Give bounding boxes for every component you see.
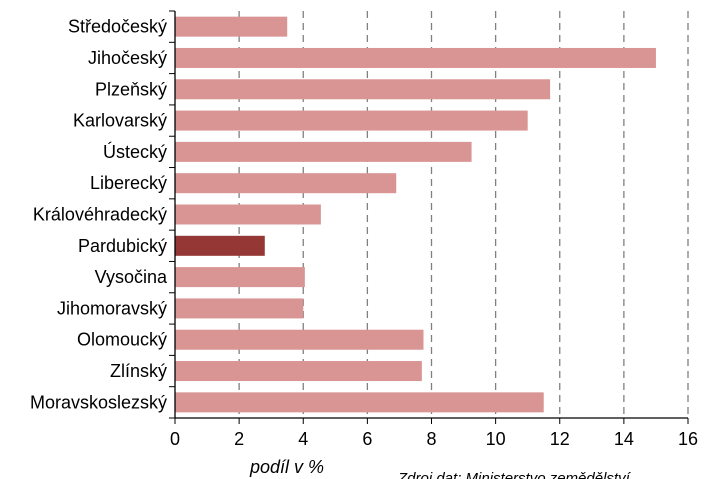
bar-Plzeňský <box>175 79 551 100</box>
x-tick-label: 16 <box>678 429 698 449</box>
source-note: Zdroj dat: Ministerstvo zemědělství <box>397 470 632 479</box>
x-tick-label: 12 <box>550 429 570 449</box>
gridlines <box>238 11 689 418</box>
category-label: Ústecký <box>103 141 167 162</box>
bar-Královéhradecký <box>175 204 321 225</box>
category-label: Jihočeský <box>88 48 167 68</box>
bar-Moravskoslezský <box>175 392 544 413</box>
x-tick-label: 10 <box>486 429 506 449</box>
bar-Jihočeský <box>175 47 656 68</box>
bar-Středočeský <box>175 16 288 37</box>
category-label: Moravskoslezský <box>30 392 167 412</box>
x-tick-label: 0 <box>170 429 180 449</box>
x-tick-label: 8 <box>426 429 436 449</box>
bar-Liberecký <box>175 173 397 194</box>
category-label: Zlínský <box>110 361 167 381</box>
category-label: Liberecký <box>90 173 167 193</box>
x-tick-label: 2 <box>234 429 244 449</box>
category-label: Plzeňský <box>95 79 167 99</box>
bar-Pardubický <box>175 235 265 256</box>
x-tick-label: 14 <box>614 429 634 449</box>
x-tick-label: 6 <box>362 429 372 449</box>
category-label: Vysočina <box>95 267 168 287</box>
bar-Karlovarský <box>175 110 528 131</box>
category-label: Jihomoravský <box>57 298 167 318</box>
bar-Olomoucký <box>175 329 424 350</box>
x-tick-labels: 0 2 4 6 8 10 12 14 16 <box>170 429 698 449</box>
bar-Zlínský <box>175 361 422 382</box>
bar-Ústecký <box>175 141 472 162</box>
category-label: Královéhradecký <box>33 205 167 225</box>
category-labels: Středočeský Jihočeský Plzeňský Karlovarský Ú… <box>30 17 168 413</box>
category-label: Středočeský <box>68 17 167 37</box>
category-label: Olomoucký <box>77 330 167 350</box>
x-tick-label: 4 <box>298 429 308 449</box>
bar-Vysočina <box>175 267 305 288</box>
axes <box>169 10 689 424</box>
x-axis-title: podíl v % <box>249 457 324 477</box>
bars <box>175 16 656 413</box>
category-label: Karlovarský <box>73 111 167 131</box>
bar-Jihomoravský <box>175 298 304 319</box>
category-label: Pardubický <box>78 236 167 256</box>
